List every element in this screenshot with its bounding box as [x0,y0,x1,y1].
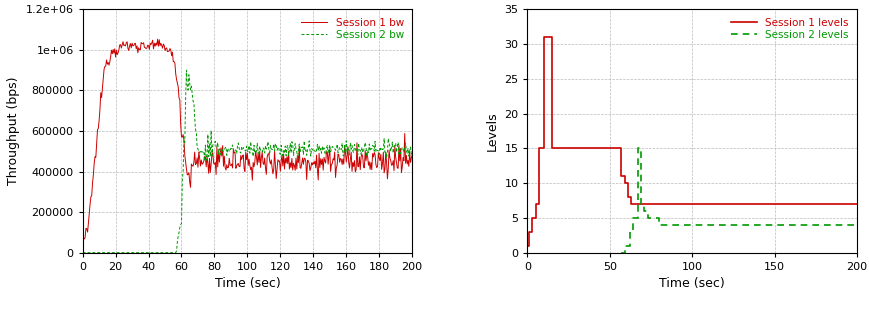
Line: Session 1 bw: Session 1 bw [83,39,412,241]
Session 1 levels [634,202,644,206]
Session 1 levels [534,147,544,150]
Session 1 levels [530,216,541,220]
Session 1 levels [622,195,633,199]
Session 1 levels [527,230,537,234]
Session 1 levels [523,244,534,248]
Session 1 levels [851,202,861,206]
Session 2 bw [407,149,417,153]
Session 2 levels [667,223,677,227]
Session 2 levels [635,202,646,206]
Session 1 levels [538,35,548,39]
Session 2 bw [77,251,88,255]
Session 1 levels [619,181,629,185]
X-axis label: Time (sec): Time (sec) [215,277,280,290]
Session 2 bw [120,251,130,255]
Session 1 levels [626,202,636,206]
Session 1 bw [243,157,254,161]
Session 2 levels [653,223,664,227]
Session 1 bw [196,162,207,166]
Session 2 levels [642,216,653,220]
Session 2 bw [288,153,298,157]
Session 1 levels [640,202,651,206]
Session 1 levels [640,202,651,206]
Session 1 bw [77,239,88,243]
Session 1 levels [622,181,633,185]
Line: Session 2 bw: Session 2 bw [83,70,412,253]
Session 1 levels [547,35,557,39]
Legend: Session 1 levels, Session 2 levels: Session 1 levels, Session 2 levels [726,15,851,43]
Session 2 bw [258,147,269,151]
Session 2 levels [619,244,629,248]
Session 1 levels [615,147,626,150]
Session 1 levels [530,202,541,206]
Session 2 levels [851,223,861,227]
Session 2 levels [619,251,629,255]
Session 2 bw [181,68,191,72]
Session 2 bw [319,151,329,155]
Session 2 bw [243,144,254,148]
Session 1 levels [523,230,534,234]
Session 1 levels [547,147,557,150]
Session 2 bw [196,150,207,153]
Session 1 levels [619,174,629,178]
X-axis label: Time (sec): Time (sec) [659,277,724,290]
Session 1 bw [319,159,329,163]
Session 2 levels [624,244,634,248]
Session 2 levels [653,216,664,220]
Session 2 levels [632,216,642,220]
Session 2 levels [624,230,634,234]
Legend: Session 1 bw, Session 2 bw: Session 1 bw, Session 2 bw [298,15,407,43]
Session 1 levels [534,202,544,206]
Session 1 levels [626,195,636,199]
Session 1 levels [527,216,537,220]
Session 1 levels [538,147,548,150]
Line: Session 1 levels: Session 1 levels [527,37,856,246]
Session 2 levels [627,230,637,234]
Session 1 levels [521,244,532,248]
Session 2 levels [667,223,677,227]
Session 2 levels [632,147,642,150]
Session 2 levels [615,251,626,255]
Line: Session 2 levels: Session 2 levels [620,148,856,253]
Y-axis label: Throughput (bps): Throughput (bps) [7,77,20,185]
Session 2 levels [639,209,649,213]
Session 1 bw [152,37,163,41]
Session 1 bw [258,163,269,166]
Session 1 levels [634,202,644,206]
Session 2 levels [627,216,637,220]
Session 2 levels [635,147,646,150]
Session 2 levels [642,209,653,213]
Session 1 bw [288,162,298,165]
Session 1 bw [120,44,130,48]
Session 2 levels [639,202,649,206]
Session 1 levels [615,174,626,178]
Session 1 bw [407,153,417,157]
Y-axis label: Levels: Levels [485,111,498,151]
